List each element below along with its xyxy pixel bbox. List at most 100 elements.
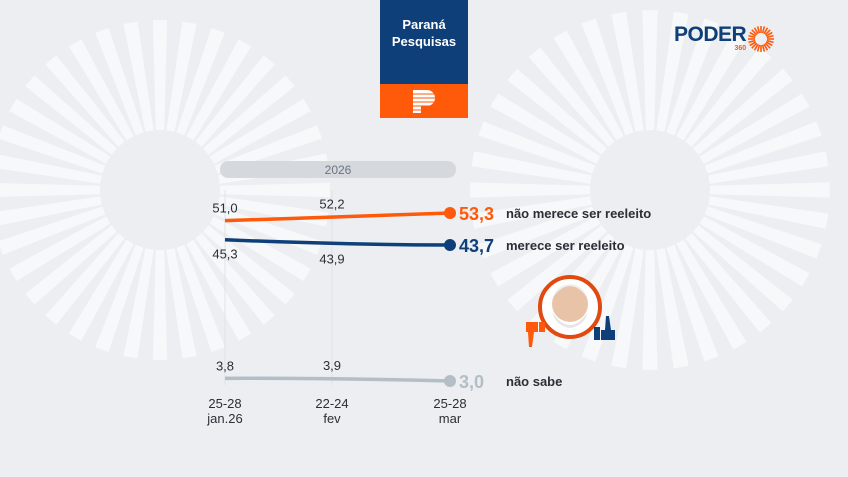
sunburst-ray <box>0 183 101 197</box>
x-tick-label: jan.26 <box>206 411 242 426</box>
sunburst-ray <box>9 216 111 282</box>
end-point-deserve <box>444 239 456 252</box>
lula-avatar <box>538 275 602 339</box>
sunburst-ray <box>195 233 275 325</box>
sunburst-ray <box>470 182 591 198</box>
sunburst-ray <box>95 28 144 136</box>
sunburst-ray <box>708 196 829 229</box>
thumbs-up-icon <box>594 316 615 340</box>
sunburst-ray <box>478 206 596 259</box>
sun-ray <box>764 42 771 49</box>
sun-ray <box>766 34 774 39</box>
sun-ray <box>763 43 769 51</box>
end-point-dont-know <box>444 375 456 387</box>
sunburst-ray <box>666 244 719 362</box>
sunburst-ray <box>9 98 111 164</box>
sun-ray <box>757 26 761 34</box>
sunburst-ray <box>490 216 601 287</box>
sunburst-ray <box>45 233 125 325</box>
sunburst-ray <box>581 18 634 136</box>
sunburst-ray <box>685 233 772 333</box>
data-label: 51,0 <box>212 201 237 216</box>
series-line-deserve <box>224 237 451 247</box>
sun-ray <box>765 31 773 37</box>
sunburst-ray <box>611 248 644 369</box>
sun-ray <box>751 29 758 36</box>
sunburst-ray <box>693 68 793 155</box>
sunburst-ray <box>203 225 295 305</box>
sunburst-ray <box>676 30 747 141</box>
sunburst-ray <box>0 206 106 255</box>
sunburst-ray <box>471 196 592 229</box>
sunburst-ray <box>186 39 252 141</box>
sunburst-ray <box>95 244 144 352</box>
sun-icon <box>748 26 775 52</box>
sunburst-ray <box>45 55 125 147</box>
sunburst-ray <box>219 182 330 198</box>
sunburst-ray <box>507 225 607 312</box>
sun-ray <box>753 43 759 51</box>
sun-ray <box>761 44 766 52</box>
sunburst-ray <box>123 21 154 132</box>
parana-pesquisas-logo-icon <box>380 84 468 118</box>
sunburst-ray <box>0 154 102 184</box>
sunburst-ray <box>0 125 106 174</box>
sunburst-ray <box>685 47 772 147</box>
data-label: 43,9 <box>319 251 344 266</box>
sunburst-ray <box>195 55 275 147</box>
x-tick-label: mar <box>439 411 462 426</box>
sunburst-ray <box>0 196 102 226</box>
sunburst-ray <box>186 239 252 341</box>
sun-ray <box>764 29 771 36</box>
sun-ray <box>757 44 761 52</box>
thumbs-down-icon <box>526 322 545 347</box>
sunburst-ray <box>478 121 596 174</box>
logo-word: PODER <box>674 23 747 46</box>
sunburst-ray <box>507 68 607 155</box>
poder360-logo: PODER 360 <box>674 24 776 54</box>
period-bar <box>220 161 456 178</box>
period-label: 2026 <box>325 163 352 177</box>
sunburst-ray <box>68 39 134 141</box>
sunburst-ray <box>699 216 810 287</box>
sun-ray <box>748 34 756 39</box>
parana-pesquisas-badge: Paraná Pesquisas <box>380 0 468 118</box>
x-tick-label: 25-28 <box>433 396 466 411</box>
brand-line1: Paraná <box>402 17 446 32</box>
brand-line2: Pesquisas <box>391 34 457 49</box>
logo-number: 360 <box>734 45 747 52</box>
sunburst-ray <box>693 225 793 312</box>
series-name-label: não merece ser reeleito <box>506 206 651 221</box>
sunburst-ray <box>699 93 810 164</box>
series-line-dont-know <box>224 376 451 383</box>
sun-ray <box>766 39 774 44</box>
sunburst-ray <box>166 21 197 132</box>
sunburst-ray <box>152 249 168 360</box>
end-point-not-deserve <box>444 206 456 219</box>
sunburst-ray <box>704 121 822 174</box>
sun-ray <box>749 41 757 47</box>
sunburst-ray <box>656 11 689 132</box>
series-line-not-deserve <box>224 211 451 223</box>
sunburst-ray <box>709 182 830 198</box>
sunburst-ray <box>642 249 658 370</box>
data-label: 52,2 <box>319 197 344 212</box>
series-name-label: merece ser reeleito <box>506 238 625 253</box>
sun-ray <box>763 27 769 35</box>
sun-ray <box>751 42 758 49</box>
end-value-label: 43,7 <box>459 236 494 256</box>
sunburst-ray <box>471 151 592 184</box>
sunburst-ray <box>68 239 134 341</box>
sunburst-ray <box>666 18 719 136</box>
sunburst-ray <box>611 11 644 132</box>
series-name-label: não sabe <box>506 374 562 389</box>
sun-ray <box>765 41 773 47</box>
sunburst-ray <box>166 248 197 359</box>
sun-ray <box>748 39 756 44</box>
sunburst-ray <box>209 216 311 282</box>
end-value-label: 3,0 <box>459 372 484 392</box>
sunburst-ray <box>704 206 822 259</box>
sunburst-ray <box>642 10 658 131</box>
data-label: 3,8 <box>216 358 234 373</box>
